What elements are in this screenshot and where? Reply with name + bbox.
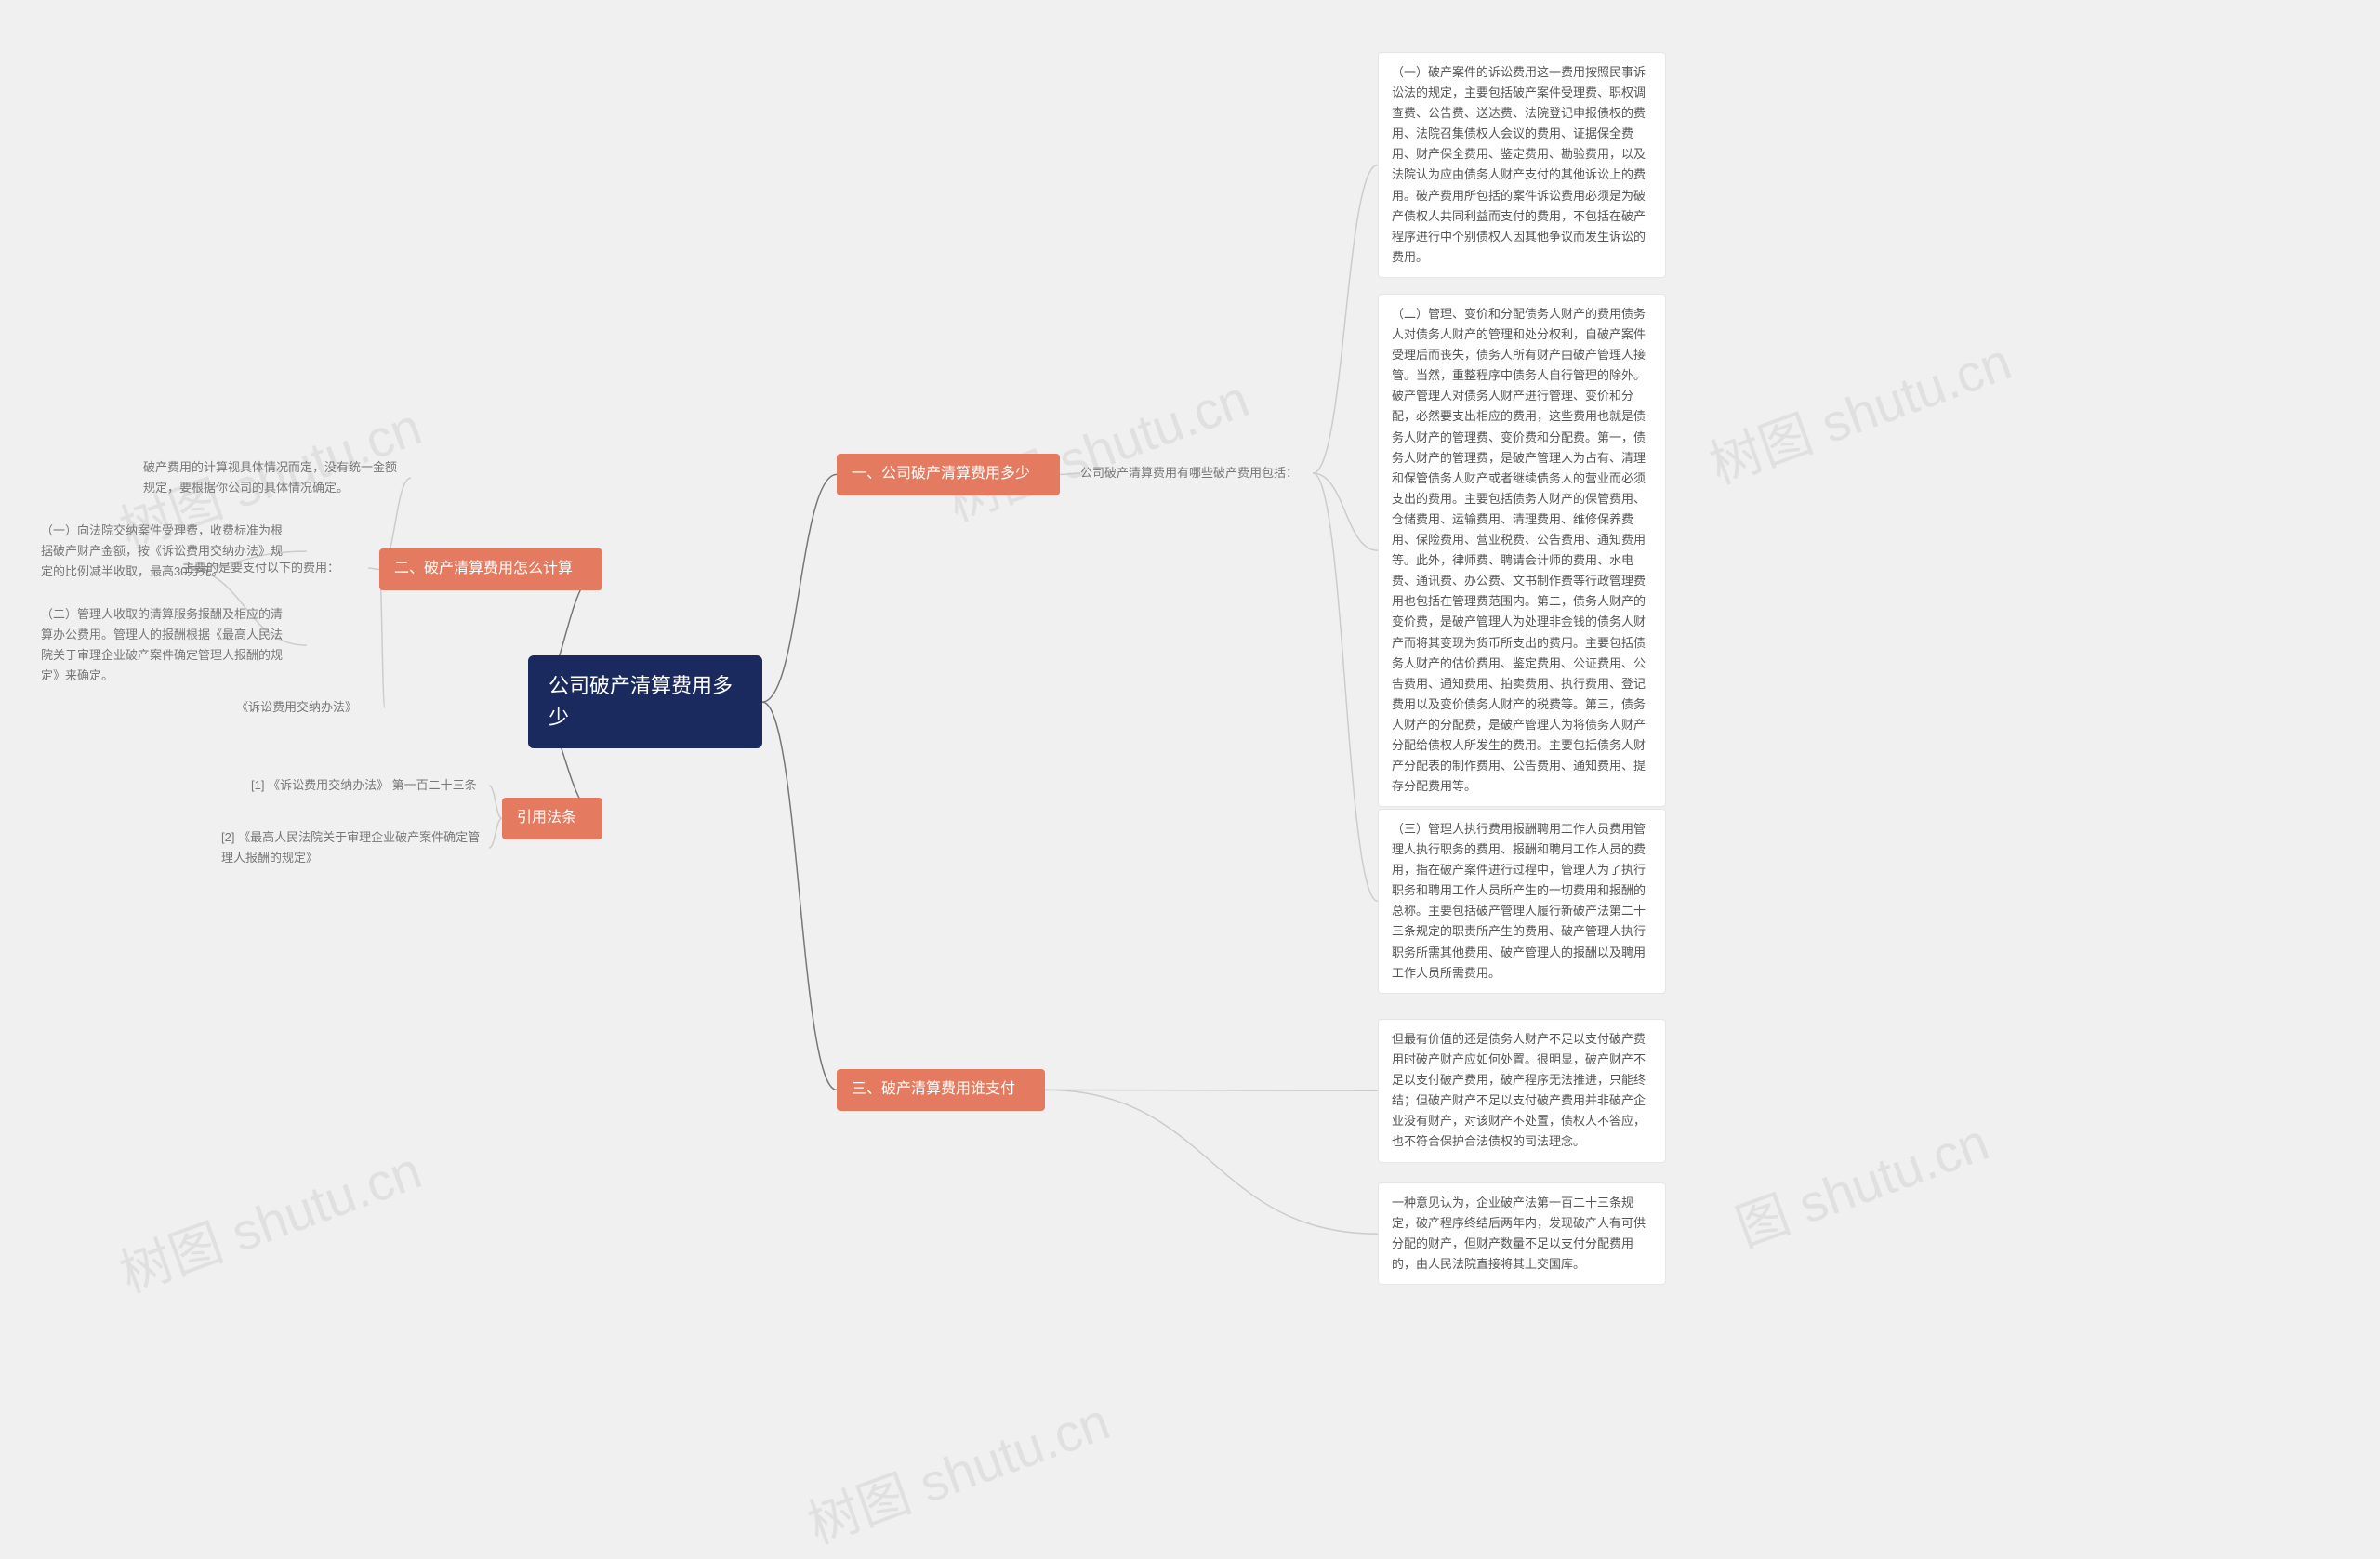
- leaf-lawref-2: [2] 《最高人民法院关于审理企业破产案件确定管理人报酬的规定》: [221, 827, 489, 868]
- watermark: 图 shutu.cn: [1725, 1101, 1998, 1262]
- watermark: 树图 shutu.cn: [935, 357, 1258, 535]
- branch-law-refs: 引用法条: [502, 798, 602, 839]
- watermark: 树图 shutu.cn: [108, 1129, 430, 1307]
- leaf-section2-sub2: （二）管理人收取的清算服务报酬及相应的清算办公费用。管理人的报酬根据《最高人民法…: [28, 595, 307, 695]
- leaf-lawref-1: [1] 《诉讼费用交纳办法》 第一百二十三条: [251, 775, 489, 796]
- leaf-section1-item1: （一）破产案件的诉讼费用这一费用按照民事诉讼法的规定，主要包括破产案件受理费、职…: [1378, 52, 1666, 278]
- leaf-section2-law: 《诉讼费用交纳办法》: [236, 697, 385, 718]
- branch-section-2: 二、破产清算费用怎么计算: [379, 548, 602, 590]
- leaf-section3-item2: 一种意见认为，企业破产法第一百二十三条规定，破产程序终结后两年内，发现破产人有可…: [1378, 1182, 1666, 1285]
- connector-layer: [0, 0, 2380, 1483]
- leaf-section1-item3: （三）管理人执行费用报酬聘用工作人员费用管理人执行职务的费用、报酬和聘用工作人员…: [1378, 809, 1666, 994]
- watermark: 树图 shutu.cn: [1698, 320, 2020, 498]
- branch-section-1: 一、公司破产清算费用多少: [837, 454, 1060, 495]
- leaf-section2-top: 破产费用的计算视具体情况而定，没有统一金额规定，要根据你公司的具体情况确定。: [130, 448, 411, 508]
- watermark: 树图 shutu.cn: [796, 1380, 1118, 1558]
- leaf-section3-item1: 但最有价值的还是债务人财产不足以支付破产费用时破产财产应如何处置。很明显，破产财…: [1378, 1019, 1666, 1163]
- branch-section-3: 三、破产清算费用谁支付: [837, 1069, 1045, 1111]
- root-node: 公司破产清算费用多少: [528, 655, 762, 748]
- leaf-section1-item2: （二）管理、变价和分配债务人财产的费用债务人对债务人财产的管理和处分权利，自破产…: [1378, 294, 1666, 807]
- leaf-section1-mid: 公司破产清算费用有哪些破产费用包括：: [1080, 463, 1313, 483]
- leaf-section2-sub1: （一）向法院交纳案件受理费，收费标准为根据破产财产金额，按《诉讼费用交纳办法》规…: [28, 511, 307, 591]
